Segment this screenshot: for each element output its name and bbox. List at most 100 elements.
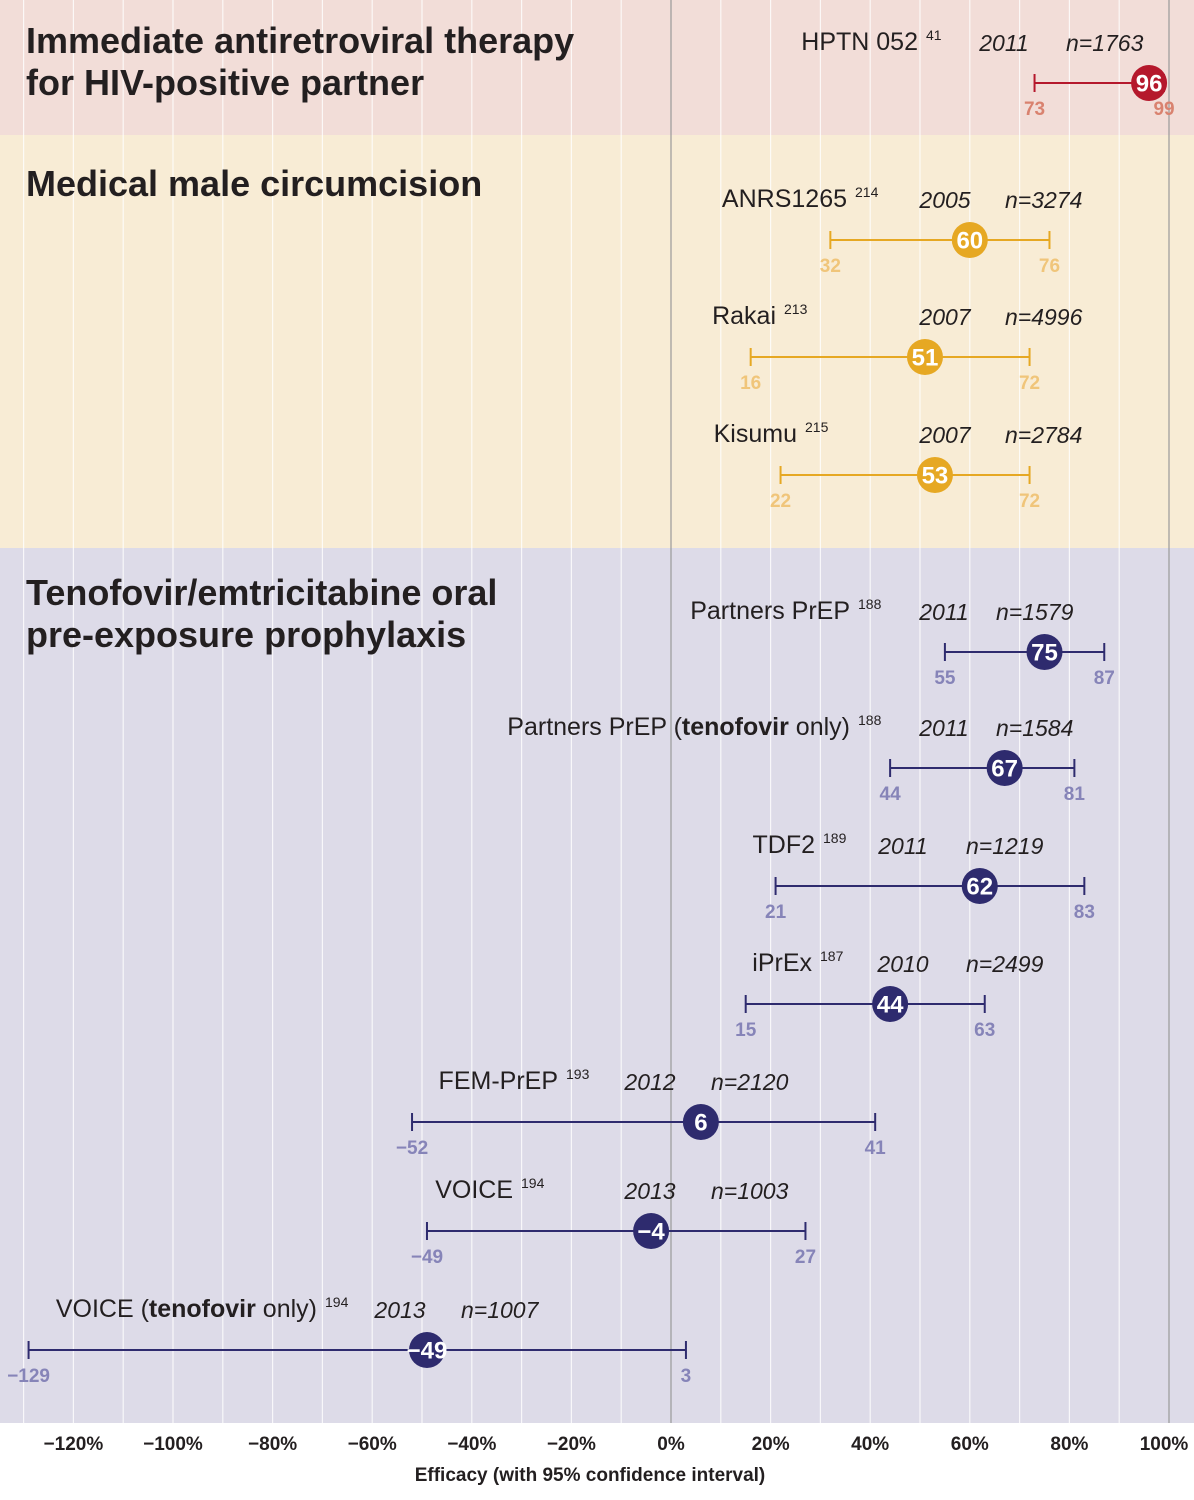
trial-ref: 194 (325, 1294, 349, 1310)
trial-ref: 187 (820, 948, 844, 964)
point-estimate (682, 1104, 719, 1140)
trial-ref: 193 (566, 1066, 590, 1082)
trial-year: 2010 (876, 951, 928, 977)
ci-upper-label: 87 (1094, 668, 1115, 689)
trial-name: Partners PrEP (tenofovir only) (507, 713, 850, 741)
trial-ref: 215 (805, 419, 829, 435)
ci-lower-label: −52 (396, 1138, 428, 1159)
ci-lower-label: 15 (735, 1020, 757, 1041)
ci-lower-label: 44 (880, 784, 902, 805)
x-tick-label: −80% (248, 1434, 297, 1455)
point-estimate-label: 6 (694, 1110, 707, 1137)
ci-lower-label: −129 (7, 1366, 50, 1387)
trial-name: Partners PrEP (690, 597, 850, 625)
ci-lower-label: 16 (740, 373, 761, 394)
group-title: Tenofovir/emtricitabine oral (26, 572, 497, 613)
grid-lines (23, 0, 1170, 1423)
group-title: Immediate antiretroviral therapy (26, 20, 574, 61)
point-estimate (408, 1332, 445, 1368)
ci-upper-label: 72 (1019, 491, 1040, 512)
trial-row: Kisumu 215 2007 n=2784 22 72 53 (714, 419, 1083, 512)
point-estimate (906, 339, 943, 375)
point-estimate-label: 96 (1136, 71, 1163, 98)
ci-upper-label: 63 (974, 1020, 995, 1041)
x-tick-label: 0% (657, 1434, 685, 1455)
trial-year: 2007 (918, 422, 971, 448)
trial-row: iPrEx 187 2010 n=2499 15 63 44 (735, 948, 1043, 1041)
trial-name: FEM-PrEP (439, 1067, 558, 1095)
group-band (0, 0, 1194, 135)
ci-upper-label: 81 (1064, 784, 1086, 805)
trial-row: Partners PrEP (tenofovir only) 188 2011 n=1… (507, 712, 1085, 805)
trial-row: Partners PrEP 188 2011 n=1579 55 87 75 (690, 596, 1115, 689)
trial-name: Kisumu (714, 420, 797, 448)
trial-n: n=2120 (711, 1069, 789, 1095)
point-estimate (1026, 634, 1063, 670)
trial-row: VOICE 194 2013 n=1003 −49 27 −4 (411, 1175, 816, 1268)
x-tick-label: −40% (447, 1434, 496, 1455)
trial-row: FEM-PrEP 193 2012 n=2120 −52 41 6 (396, 1066, 886, 1159)
trial-row: ANRS1265 214 2005 n=3274 32 76 60 (722, 184, 1082, 277)
trial-year: 2011 (877, 833, 927, 859)
ci-lower-label: 55 (934, 668, 956, 689)
point-estimate-label: 67 (991, 756, 1018, 783)
x-tick-label: 40% (851, 1434, 889, 1455)
group-title: pre-exposure prophylaxis (26, 614, 466, 655)
trial-row: Rakai 213 2007 n=4996 16 72 51 (712, 301, 1083, 394)
trial-n: n=1763 (1066, 30, 1144, 56)
ci-upper-label: 83 (1074, 902, 1095, 923)
point-estimate-label: 60 (956, 228, 983, 255)
trial-name: HPTN 052 (801, 28, 918, 56)
trial-ref: 194 (521, 1175, 545, 1191)
point-estimate (1131, 65, 1168, 101)
trial-year: 2007 (918, 304, 971, 330)
x-tick-label: 20% (752, 1434, 790, 1455)
trial-row: TDF2 189 2011 n=1219 21 83 62 (753, 830, 1095, 923)
point-estimate-label: 51 (912, 345, 939, 372)
ci-upper-label: 72 (1019, 373, 1040, 394)
trial-name: TDF2 (753, 831, 816, 859)
x-axis: −120% −100% −80% −60% −40% −20% 0% 20% 40% 60% 80%… (44, 1434, 1189, 1486)
ci-lower-label: 32 (820, 256, 841, 277)
group-title: for HIV-positive partner (26, 62, 424, 103)
ci-lower-label: 73 (1024, 99, 1045, 120)
point-estimate (633, 1213, 670, 1249)
x-tick-label: 60% (951, 1434, 989, 1455)
ci-upper-label: 3 (681, 1366, 692, 1387)
ci-lower-label: 22 (770, 491, 791, 512)
point-estimate-label: 44 (877, 992, 904, 1019)
ci-upper-label: 41 (865, 1138, 887, 1159)
trial-year: 2011 (918, 715, 968, 741)
trial-n: n=1219 (966, 833, 1044, 859)
trial-ref: 189 (823, 830, 847, 846)
ci-upper-label: 76 (1039, 256, 1060, 277)
point-estimate-label: 62 (966, 874, 993, 901)
trial-n: n=1579 (996, 599, 1074, 625)
point-estimate (986, 750, 1023, 786)
trial-ref: 214 (855, 184, 879, 200)
point-estimate-label: −4 (637, 1219, 665, 1246)
x-tick-label: −60% (348, 1434, 397, 1455)
trial-year: 2005 (918, 187, 970, 213)
trial-name: VOICE (tenofovir only) (56, 1295, 317, 1323)
group-band (0, 135, 1194, 548)
trial-ref: 188 (858, 596, 882, 612)
x-tick-label: −20% (547, 1434, 596, 1455)
x-tick-label: −120% (44, 1434, 104, 1455)
trial-name: Rakai (712, 302, 776, 330)
point-estimate-label: 53 (922, 463, 949, 490)
group-band (0, 548, 1194, 1423)
trial-year: 2013 (623, 1178, 675, 1204)
x-tick-label: 80% (1050, 1434, 1088, 1455)
ci-lower-label: −49 (411, 1247, 443, 1268)
trial-name: iPrEx (752, 949, 812, 977)
trial-n: n=1007 (461, 1297, 540, 1323)
trial-name: ANRS1265 (722, 185, 847, 213)
trial-ref: 41 (926, 27, 942, 43)
ci-lower-label: 21 (765, 902, 787, 923)
point-estimate-label: 75 (1031, 640, 1058, 667)
